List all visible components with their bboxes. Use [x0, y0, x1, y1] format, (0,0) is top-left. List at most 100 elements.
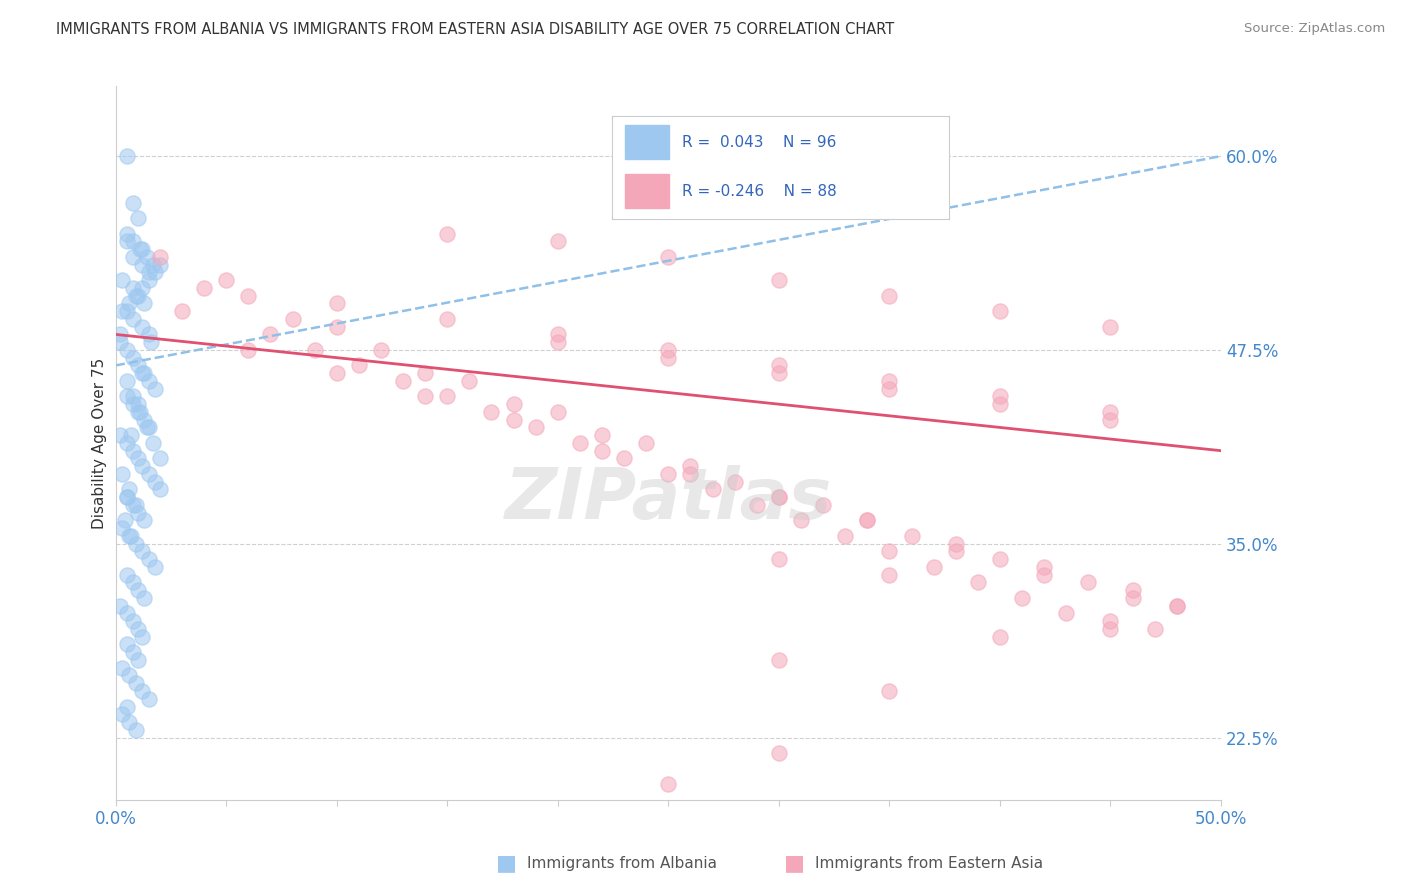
Point [142, 258, 165, 272]
Point [215, 273, 238, 287]
Point [768, 490, 790, 504]
Point [111, 467, 134, 481]
Point [134, 513, 156, 527]
Text: ■: ■ [496, 854, 516, 873]
Point [768, 746, 790, 760]
Point [834, 529, 856, 543]
Point [127, 451, 149, 466]
Point [856, 513, 879, 527]
Point [124, 676, 146, 690]
Point [127, 583, 149, 598]
Point [111, 707, 134, 722]
Point [131, 258, 153, 272]
Point [138, 420, 160, 434]
Point [131, 684, 153, 698]
Point [142, 436, 165, 450]
Point [149, 258, 172, 272]
Bar [626, 125, 669, 159]
Point [115, 149, 138, 163]
Point [122, 235, 145, 249]
Point [138, 467, 160, 481]
Point [1166, 599, 1188, 613]
Point [129, 405, 152, 419]
Point [679, 459, 702, 474]
Point [122, 351, 145, 365]
Point [657, 351, 679, 365]
Point [114, 513, 136, 527]
Point [131, 459, 153, 474]
Point [502, 397, 524, 411]
Point [170, 304, 193, 318]
Point [145, 475, 167, 489]
Point [138, 552, 160, 566]
Point [118, 529, 141, 543]
Point [115, 389, 138, 403]
Point [118, 296, 141, 310]
Point [879, 544, 901, 558]
Point [131, 366, 153, 380]
Point [127, 359, 149, 373]
Point [547, 405, 569, 419]
Point [768, 273, 790, 287]
Point [115, 699, 138, 714]
Point [108, 327, 131, 342]
Point [122, 312, 145, 326]
Text: ■: ■ [785, 854, 804, 873]
Point [304, 343, 326, 357]
Point [613, 451, 636, 466]
Point [945, 544, 967, 558]
Point [702, 483, 724, 497]
Point [679, 467, 702, 481]
Point [1033, 560, 1056, 574]
Point [900, 529, 922, 543]
Point [636, 436, 658, 450]
Point [115, 490, 138, 504]
Point [115, 436, 138, 450]
Point [120, 529, 142, 543]
Point [111, 273, 134, 287]
Point [131, 242, 153, 256]
Point [502, 413, 524, 427]
Point [127, 288, 149, 302]
Point [134, 591, 156, 605]
Text: Immigrants from Eastern Asia: Immigrants from Eastern Asia [815, 856, 1043, 871]
Point [129, 242, 152, 256]
Point [138, 327, 160, 342]
Point [122, 498, 145, 512]
Point [138, 273, 160, 287]
Text: IMMIGRANTS FROM ALBANIA VS IMMIGRANTS FROM EASTERN ASIA DISABILITY AGE OVER 75 C: IMMIGRANTS FROM ALBANIA VS IMMIGRANTS FR… [56, 22, 894, 37]
Point [127, 506, 149, 520]
Point [768, 552, 790, 566]
Point [988, 552, 1011, 566]
Point [122, 397, 145, 411]
Point [1099, 405, 1122, 419]
Text: Immigrants from Albania: Immigrants from Albania [527, 856, 717, 871]
Point [347, 359, 370, 373]
Point [1077, 575, 1099, 590]
Point [657, 343, 679, 357]
Point [115, 235, 138, 249]
Point [1143, 622, 1166, 636]
Point [115, 227, 138, 241]
Point [111, 661, 134, 675]
Point [1099, 622, 1122, 636]
Point [138, 265, 160, 279]
Point [127, 211, 149, 226]
Point [856, 513, 879, 527]
Point [145, 382, 167, 396]
Point [122, 195, 145, 210]
Point [124, 723, 146, 737]
Text: R =  0.043    N = 96: R = 0.043 N = 96 [682, 135, 837, 150]
Point [115, 638, 138, 652]
Point [879, 288, 901, 302]
Point [768, 366, 790, 380]
Point [131, 544, 153, 558]
Point [131, 630, 153, 644]
Point [879, 684, 901, 698]
Point [1166, 599, 1188, 613]
Point [1122, 583, 1144, 598]
Point [111, 521, 134, 535]
Point [1099, 614, 1122, 628]
Point [768, 490, 790, 504]
Point [370, 343, 392, 357]
